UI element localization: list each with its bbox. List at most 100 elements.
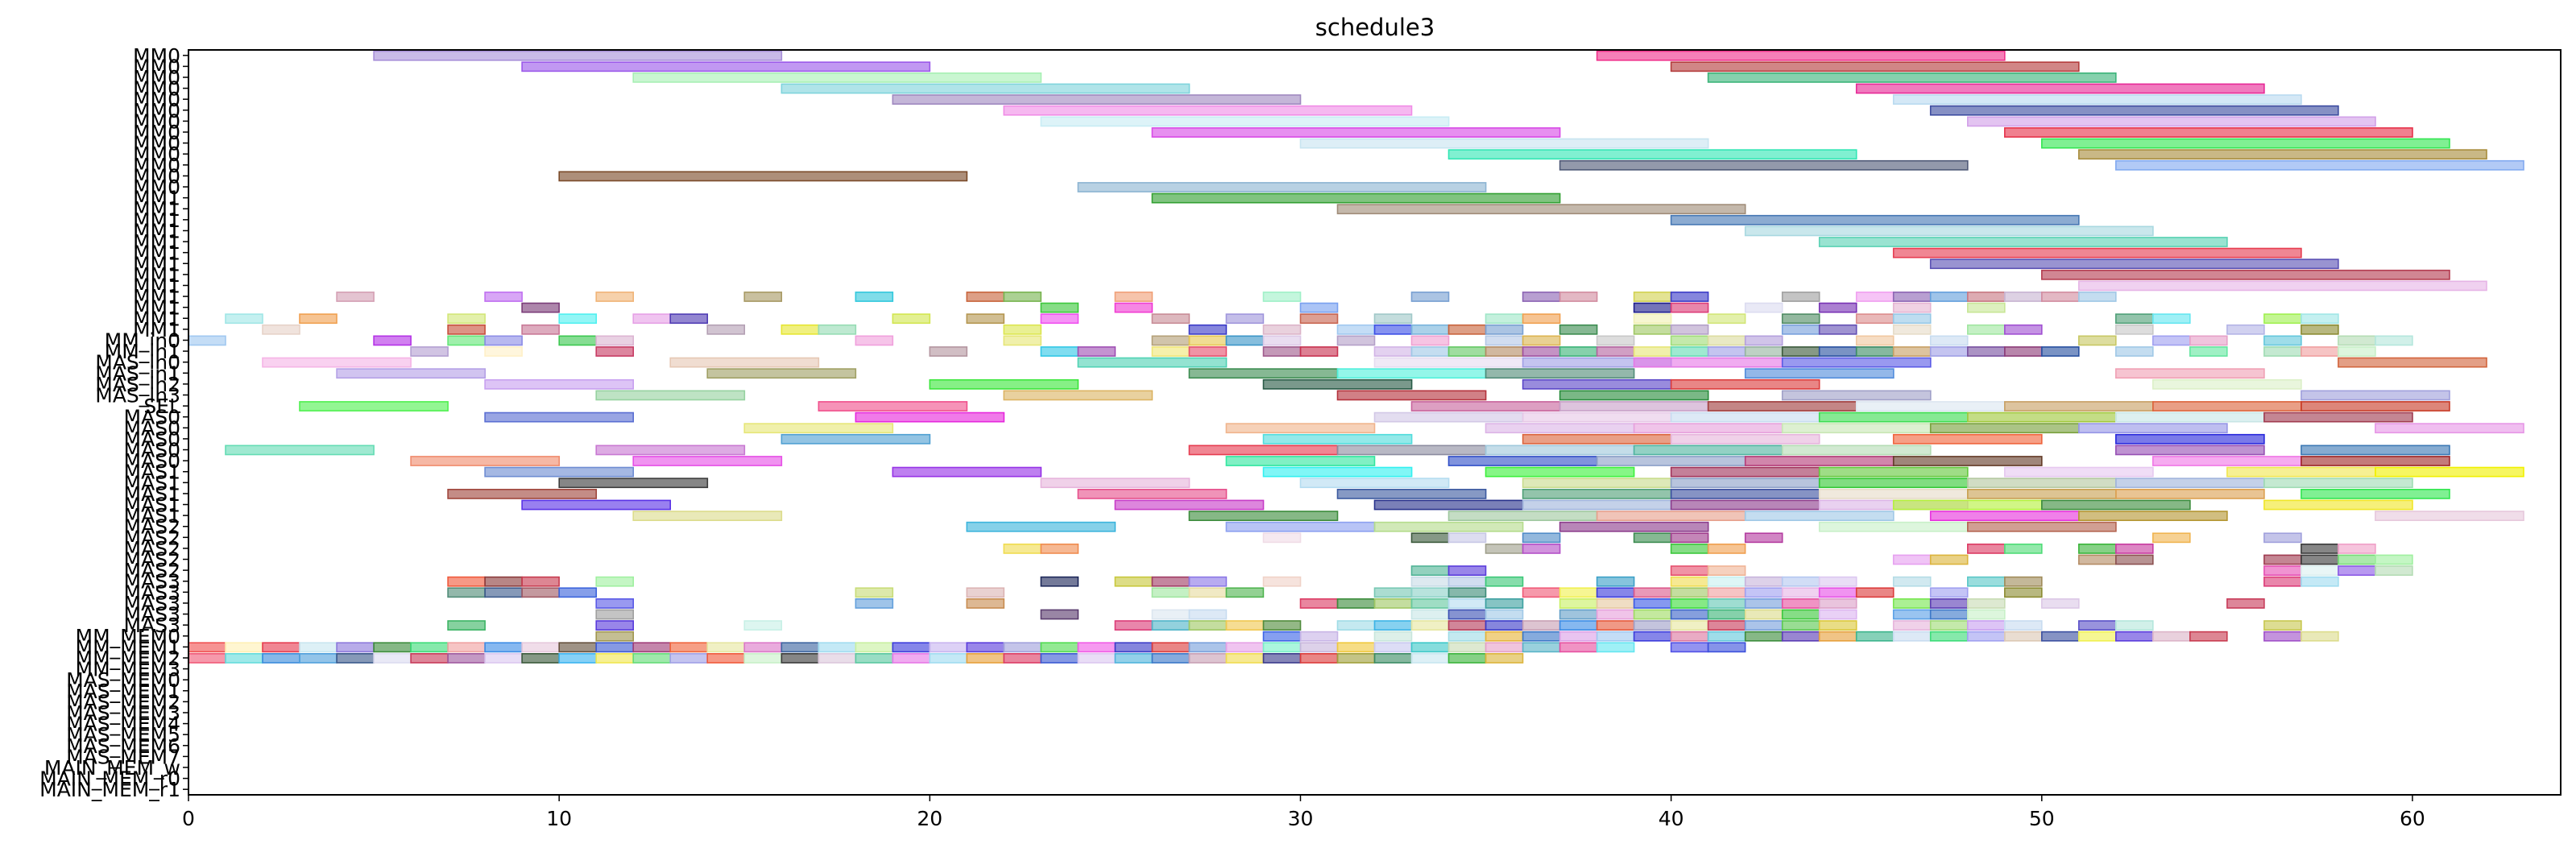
- task-bar: [1188, 642, 1228, 653]
- task-bar: [1818, 620, 1857, 631]
- task-bar: [1114, 642, 1153, 653]
- task-bar: [1967, 543, 2006, 554]
- task-bar: [1447, 642, 1487, 653]
- task-bar: [1670, 576, 1709, 587]
- task-bar: [2189, 631, 2228, 642]
- task-bar: [1225, 642, 1265, 653]
- task-bar: [2338, 565, 2376, 576]
- task-bar: [1003, 642, 1042, 653]
- task-bar: [1596, 642, 1635, 653]
- y-tick-label: MM0: [133, 44, 180, 68]
- task-bar: [781, 642, 820, 653]
- task-bar: [1188, 609, 1228, 620]
- task-bar: [1892, 620, 1932, 631]
- y-tick-label: MM1: [133, 197, 180, 221]
- task-bar: [632, 72, 1042, 83]
- task-bar: [1967, 302, 2006, 313]
- y-tick-label: MAS3: [124, 603, 180, 627]
- task-bar: [1373, 324, 1413, 335]
- task-bar: [1781, 609, 1820, 620]
- task-bar: [855, 598, 894, 609]
- task-bar: [558, 478, 709, 489]
- task-bar: [2301, 401, 2450, 412]
- task-bar: [225, 445, 375, 456]
- task-bar: [818, 324, 857, 335]
- y-tick-label: MAIN_MEM_r0: [39, 767, 180, 791]
- task-bar: [1188, 652, 1228, 664]
- y-tick-label: MM1: [133, 274, 180, 297]
- task-bar: [1262, 576, 1302, 587]
- y-tick-label: MM0: [133, 110, 180, 133]
- task-bar: [2078, 511, 2228, 521]
- task-bar: [743, 642, 783, 653]
- task-bar: [595, 652, 635, 664]
- x-axis: 0 10 20 30 40 50 60: [182, 795, 2425, 830]
- task-bar: [1670, 543, 1709, 554]
- task-bar: [1262, 378, 1413, 390]
- task-bar: [1892, 598, 1932, 609]
- task-bar: [2189, 346, 2228, 357]
- task-bar: [1114, 302, 1153, 313]
- task-bar: [1967, 292, 2006, 302]
- task-bar: [1596, 346, 1635, 357]
- task-bar: [1373, 521, 1524, 532]
- task-bar: [2263, 631, 2302, 642]
- y-tick-label: MM0: [133, 143, 180, 166]
- task-bar: [1855, 401, 2006, 412]
- task-bar: [1670, 620, 1709, 631]
- task-bar: [1855, 346, 1895, 357]
- task-bar: [2115, 313, 2154, 325]
- task-bar: [1151, 652, 1191, 664]
- task-bar: [1670, 466, 1820, 478]
- task-bar: [1596, 335, 1635, 346]
- y-tick-label: MAS_in2: [95, 373, 180, 396]
- task-bar: [966, 598, 1005, 609]
- task-bar: [1299, 346, 1339, 357]
- task-bar: [929, 642, 968, 653]
- task-bar: [1707, 587, 1746, 598]
- task-bar: [1855, 335, 1895, 346]
- task-bar: [225, 642, 263, 653]
- task-bar: [1707, 543, 1746, 554]
- task-bar: [1707, 313, 1746, 325]
- task-bar: [2301, 488, 2450, 499]
- task-bar: [1522, 620, 1561, 631]
- task-bar: [1410, 642, 1450, 653]
- task-bar: [1967, 478, 2117, 489]
- task-bar: [1040, 478, 1191, 489]
- y-tick-label: MAS_MEM3: [66, 701, 180, 725]
- task-bar: [2263, 313, 2302, 325]
- task-bar: [1040, 116, 1450, 127]
- task-bar: [1485, 313, 1524, 325]
- task-bar: [1336, 488, 1487, 499]
- task-bar: [1929, 105, 2339, 116]
- task-bar: [1336, 652, 1376, 664]
- task-bar: [2301, 445, 2450, 456]
- task-bar: [1559, 587, 1598, 598]
- task-bar: [1670, 488, 1820, 499]
- y-tick-label: MM1: [133, 252, 180, 275]
- task-bar: [1299, 631, 1339, 642]
- task-bar: [1188, 445, 1339, 456]
- task-bar: [1892, 313, 1932, 325]
- task-bar: [1559, 598, 1598, 609]
- task-bar: [1040, 543, 1079, 554]
- task-bar: [2152, 335, 2191, 346]
- y-tick-label: MM_in0: [105, 329, 180, 352]
- task-bar: [558, 171, 968, 182]
- task-bar: [1262, 466, 1413, 478]
- task-bar: [1447, 620, 1487, 631]
- task-bar: [1336, 642, 1376, 653]
- task-bar: [1855, 631, 1895, 642]
- task-bar: [595, 631, 635, 642]
- task-bar: [1410, 532, 1450, 544]
- task-bar: [447, 335, 486, 346]
- task-bar: [595, 598, 635, 609]
- task-bar: [1744, 598, 1783, 609]
- task-bar: [1929, 587, 1969, 598]
- task-bar: [1485, 620, 1524, 631]
- task-bar: [1040, 609, 1079, 620]
- task-bar: [892, 652, 931, 664]
- task-bar: [1485, 335, 1524, 346]
- task-bar: [1003, 652, 1042, 664]
